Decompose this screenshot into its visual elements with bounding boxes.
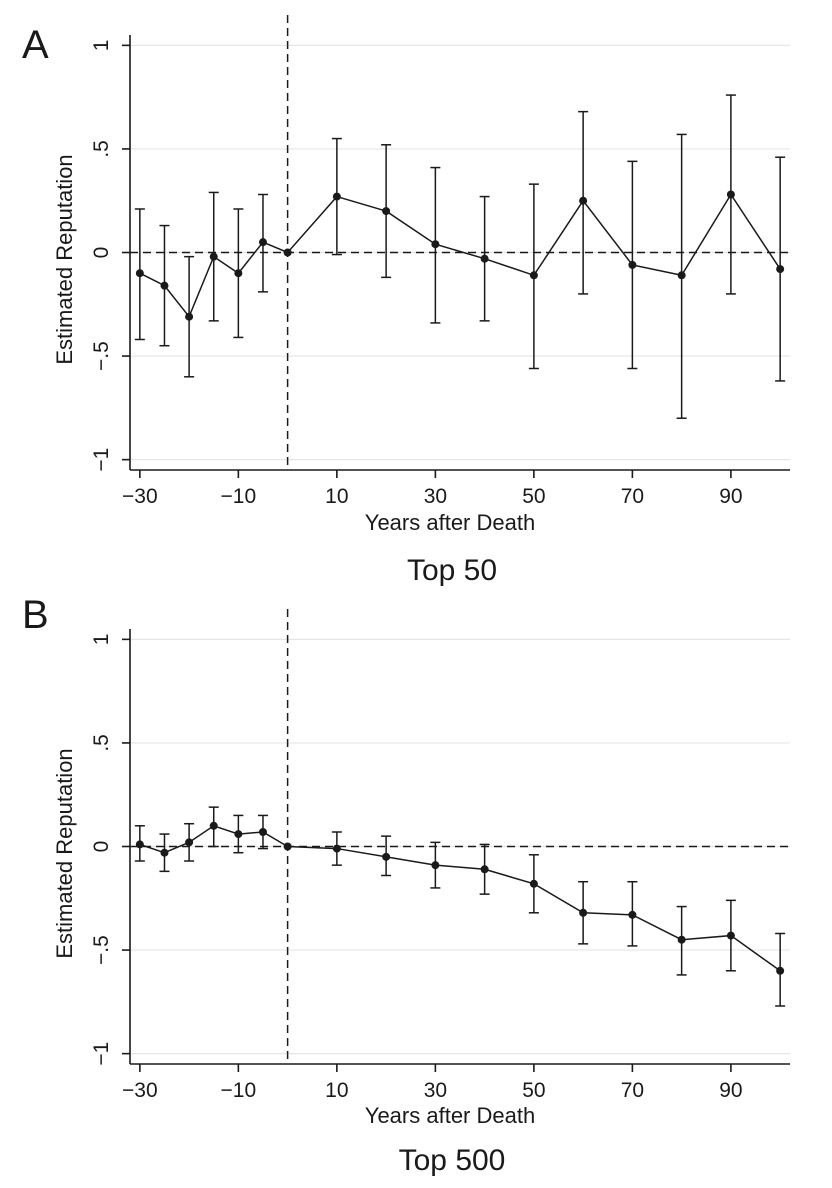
data-point: [529, 879, 538, 888]
x-tick-label: −10: [221, 1079, 257, 1102]
data-point: [160, 281, 169, 290]
data-point: [209, 821, 218, 830]
x-tick-label: 90: [719, 485, 742, 508]
data-point: [628, 260, 637, 269]
data-point: [431, 861, 440, 870]
x-tick-label: −10: [221, 485, 257, 508]
data-point: [185, 312, 194, 321]
panel-letter: B: [22, 593, 49, 637]
data-point: [480, 254, 489, 263]
data-point: [431, 240, 440, 249]
x-tick-label: 50: [522, 1079, 545, 1102]
x-tick-label: 10: [325, 485, 348, 508]
data-point: [628, 910, 637, 919]
y-tick-label: 1: [90, 634, 113, 646]
data-point: [529, 271, 538, 280]
panel-b: B 1 .5 0 −.5 −1 −30 −10 10 30 50 70 90 Estimated Repu…: [22, 593, 790, 1177]
data-point: [185, 838, 194, 847]
data-point: [209, 252, 218, 261]
y-tick-label: .5: [90, 734, 113, 752]
data-point: [382, 852, 391, 861]
data-point: [234, 269, 243, 278]
data-point: [135, 269, 144, 278]
y-tick-label: −.5: [90, 935, 113, 965]
data-point: [283, 248, 292, 257]
y-tick-label: −1: [90, 448, 113, 472]
x-tick-label: 70: [621, 485, 644, 508]
x-tick-label: −30: [122, 1079, 158, 1102]
data-point: [726, 190, 735, 199]
data-point: [677, 935, 686, 944]
data-point: [332, 844, 341, 853]
x-tick-label: 30: [424, 1079, 447, 1102]
y-axis-title: Estimated Reputation: [52, 748, 77, 958]
data-point: [726, 931, 735, 940]
series-line: [139, 193, 781, 319]
data-point: [776, 265, 785, 274]
panel-a: A 1 .5 0 −.5 −1 −30 −10 10 30 50 70 90 Estimated Repu…: [22, 15, 790, 587]
y-axis-title: Estimated Reputation: [52, 154, 77, 364]
data-point: [258, 828, 267, 836]
data-point: [579, 908, 588, 917]
x-axis-title: Years after Death: [365, 510, 535, 535]
data-point: [579, 196, 588, 205]
x-tick-label: 90: [719, 1079, 742, 1102]
data-point: [332, 192, 341, 201]
panel-caption: Top 500: [399, 1144, 506, 1177]
x-tick-label: −30: [122, 485, 158, 508]
data-point: [382, 207, 391, 216]
data-point: [258, 238, 267, 247]
x-tick-label: 70: [621, 1079, 644, 1102]
data-point: [776, 966, 785, 975]
data-point: [135, 840, 144, 849]
data-point: [234, 830, 243, 839]
data-point: [480, 865, 489, 874]
y-tick-label: .5: [90, 140, 113, 158]
series-line: [139, 824, 781, 972]
y-tick-label: 1: [90, 40, 113, 52]
y-tick-label: 0: [90, 841, 113, 853]
y-tick-label: −1: [90, 1042, 113, 1066]
panel-letter: A: [22, 23, 49, 67]
x-tick-label: 30: [424, 485, 447, 508]
y-tick-label: −.5: [90, 341, 113, 371]
data-point: [160, 848, 169, 857]
y-tick-label: 0: [90, 247, 113, 259]
x-axis-title: Years after Death: [365, 1103, 535, 1128]
data-point: [283, 842, 292, 851]
panel-caption: Top 50: [407, 554, 497, 587]
x-tick-label: 50: [522, 485, 545, 508]
x-tick-label: 10: [325, 1079, 348, 1102]
data-point: [677, 271, 686, 280]
